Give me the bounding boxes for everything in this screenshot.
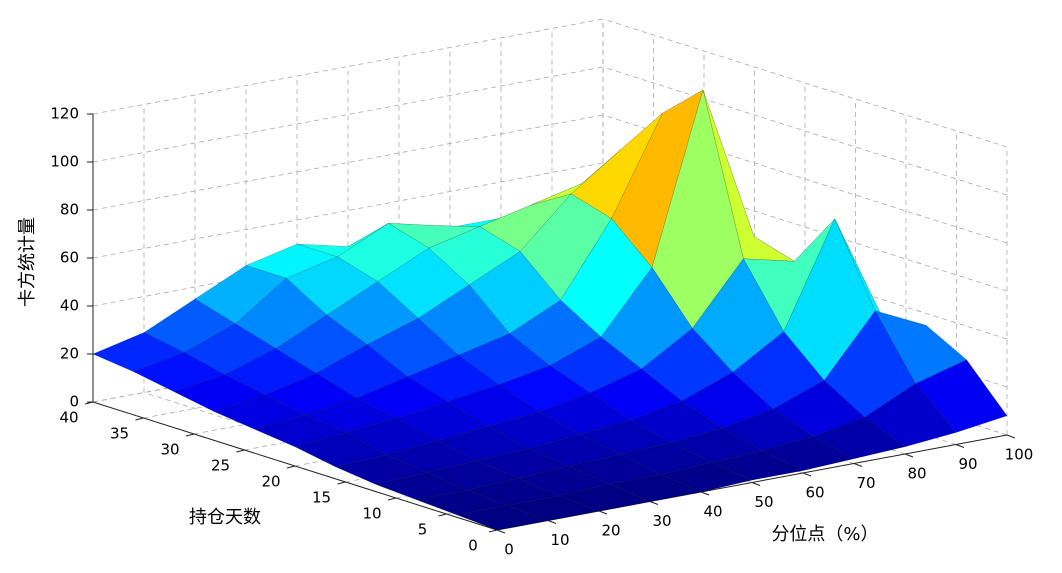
surface-face <box>417 284 511 356</box>
y-tick <box>185 433 195 437</box>
surface-face <box>761 436 855 471</box>
z-tick-label: 0 <box>69 393 79 411</box>
y-tick <box>286 465 296 469</box>
x-tick-label: 100 <box>1005 446 1034 464</box>
surface-face <box>285 256 379 316</box>
z-tick-label: 80 <box>60 201 79 219</box>
grid-line <box>92 66 604 163</box>
y-tick <box>236 449 245 453</box>
surface-face <box>264 373 358 416</box>
x-tick <box>649 501 659 505</box>
surface <box>92 89 1008 531</box>
z-axis-label: 卡方统计量 <box>17 217 38 307</box>
grid-line <box>92 162 604 259</box>
x-tick <box>853 463 863 467</box>
x-tick-label: 20 <box>601 522 620 540</box>
y-tick-label: 5 <box>418 521 428 539</box>
labels: 0102030405060708090100051015202530354002… <box>50 105 1033 559</box>
surface-face <box>213 394 307 430</box>
x-tick <box>598 510 608 515</box>
x-tick <box>802 472 812 477</box>
surface-face <box>296 223 389 258</box>
y-tick <box>337 481 346 485</box>
x-tick-label: 50 <box>754 493 773 511</box>
x-tick-label: 30 <box>652 512 671 530</box>
grid-line <box>92 114 604 211</box>
x-tick-label: 0 <box>504 541 514 559</box>
y-tick <box>438 513 447 517</box>
surface-face <box>336 223 430 282</box>
x-tick-label: 70 <box>856 474 875 492</box>
surface-face <box>315 344 409 399</box>
x-tick <box>547 520 557 524</box>
surface-face <box>823 310 916 418</box>
y-tick <box>488 529 498 533</box>
grid-line <box>92 18 604 115</box>
x-tick-label: 40 <box>703 503 722 521</box>
z-tick-label: 20 <box>60 345 79 363</box>
y-tick-label: 30 <box>160 441 179 459</box>
z-tick-label: 60 <box>60 249 79 267</box>
y-tick-label: 40 <box>59 409 78 427</box>
grid-line <box>602 18 1008 148</box>
x-tick <box>904 453 914 458</box>
x-axis-label: 分位点（%） <box>771 524 878 545</box>
y-tick-label: 25 <box>211 457 230 475</box>
y-tick <box>387 497 397 501</box>
surface-face <box>374 472 469 500</box>
y-tick-label: 15 <box>312 489 331 507</box>
surface-face <box>568 454 662 485</box>
x-tick-label: 90 <box>958 455 977 473</box>
x-tick <box>751 482 761 486</box>
surface-face <box>245 243 339 279</box>
z-tick-label: 40 <box>60 297 79 315</box>
y-tick-label: 35 <box>110 425 129 443</box>
y-tick-label: 0 <box>468 537 478 555</box>
x-tick-label: 10 <box>550 531 569 549</box>
x-tick <box>1006 434 1016 439</box>
surface-face <box>487 411 581 449</box>
z-tick-label: 100 <box>50 153 79 171</box>
y-tick-label: 10 <box>362 505 381 523</box>
grid-line <box>602 66 1008 196</box>
x-tick <box>496 529 506 534</box>
y-tick <box>135 417 144 421</box>
z-tick-label: 120 <box>50 105 79 123</box>
y-axis-label: 持仓天数 <box>189 507 261 528</box>
surface-face <box>415 489 509 516</box>
surface-face <box>721 408 815 451</box>
surface-face <box>455 505 549 531</box>
y-tick-label: 20 <box>261 473 280 491</box>
surface-face <box>468 251 561 335</box>
surface-face <box>692 258 785 373</box>
surface-face <box>466 477 560 506</box>
x-tick <box>700 491 710 496</box>
x-tick-label: 80 <box>907 465 926 483</box>
surface-face <box>224 348 317 396</box>
surface-face <box>366 318 460 377</box>
surface-face <box>234 277 328 349</box>
x-tick <box>955 444 965 448</box>
x-tick-label: 60 <box>805 484 824 502</box>
